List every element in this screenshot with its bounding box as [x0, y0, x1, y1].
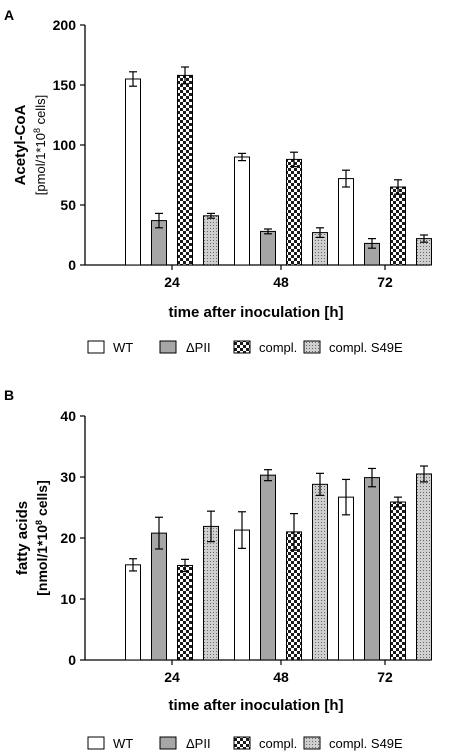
panel-a-ylabel-line1: Acetyl-CoA: [12, 104, 29, 185]
panel-b-bar-compl-s49e: [203, 525, 219, 661]
panel-a-bar-compl-s49e: [203, 215, 219, 266]
legend-b-wt-swatch: [87, 736, 105, 750]
panel-a-y-tick-label: 150: [53, 77, 77, 93]
panel-b-bar-wt: [338, 496, 354, 661]
panel-a-bar-wt: [234, 156, 250, 266]
legend-a-wt-label: WT: [113, 340, 133, 355]
panel-b-y-tick-label: 40: [60, 408, 76, 424]
legend-b-s49e-label: compl. S49E: [329, 736, 403, 751]
panel-a-bar-dpii: [260, 230, 276, 266]
panel-a-label: A: [4, 7, 14, 23]
panel-b-bar-dpii: [260, 474, 276, 661]
panel-a-y-tick-label: 50: [60, 197, 76, 213]
legend-a-dpii-swatch: [159, 340, 177, 354]
legend-b-dpii-swatch: [159, 736, 177, 750]
panel-b-x-tick-label: 48: [273, 669, 289, 685]
panel-a-bar-compl: [286, 158, 302, 266]
legend-b-compl-swatch: [233, 736, 251, 750]
panel-b-bar-wt: [234, 529, 250, 661]
panel-b-bar-compl: [390, 501, 406, 661]
panel-b-label: B: [4, 387, 14, 403]
panel-b-ylabel-line1: fatty acids: [14, 501, 31, 575]
legend-b-compl-label: compl.: [259, 736, 297, 751]
legend-b: WT ΔPII compl. compl. S49E: [87, 736, 403, 751]
panel-a-x-tick-label: 72: [377, 274, 393, 290]
legend-a-compl-swatch: [233, 340, 251, 354]
legend-a: WT ΔPII compl. compl. S49E: [87, 340, 403, 355]
panel-b-y-tick-label: 20: [60, 530, 76, 546]
panel-b-y-tick-label: 30: [60, 469, 76, 485]
panel-b-ylabel-unit-exp: 8: [34, 520, 44, 525]
panel-a-x-tick-label: 48: [273, 274, 289, 290]
panel-b-bar-compl: [286, 531, 302, 661]
panel-b-bar-compl-s49e: [312, 483, 328, 661]
panel-a-bar-wt: [125, 78, 141, 266]
chart-marks: 0 50 100 150 200 24 48 72 0 10 20 30 40 24 48 72: [53, 17, 432, 685]
panel-a-y-tick-label: 0: [68, 257, 76, 273]
panel-b-y-tick-label: 10: [60, 591, 76, 607]
legend-b-s49e-swatch: [303, 736, 321, 750]
legend-b-wt-label: WT: [113, 736, 133, 751]
panel-a-bar-wt: [338, 178, 354, 266]
panel-b-bar-compl: [177, 564, 193, 661]
panel-b-ylabel-unit-suffix: cells]: [34, 480, 50, 520]
panel-b-ylabel-line2: [nmol/1*108 cells]: [34, 480, 50, 596]
panel-a-ylabel-unit-suffix: cells]: [33, 95, 48, 128]
legend-a-dpii-label: ΔPII: [186, 340, 211, 355]
panel-b-bar-compl-s49e: [416, 473, 432, 661]
panel-a-ylabel-unit-exp: 8: [32, 128, 42, 133]
panel-b-bar-wt: [125, 564, 141, 661]
panel-b-x-tick-label: 72: [377, 669, 393, 685]
panel-b-bar-dpii: [151, 532, 167, 661]
legend-a-compl-label: compl.: [259, 340, 297, 355]
panel-a-xlabel: time after inoculation [h]: [168, 304, 343, 321]
panel-b-ylabel-unit-prefix: [nmol/1*10: [34, 525, 50, 596]
panel-a-y-tick-label: 200: [53, 17, 77, 33]
panel-a-x-tick-label: 24: [164, 274, 180, 290]
panel-b-x-tick-label: 24: [164, 669, 180, 685]
legend-a-s49e-swatch: [303, 340, 321, 354]
panel-a-bar-compl: [177, 74, 193, 266]
panel-b-xlabel: time after inoculation [h]: [168, 697, 343, 714]
panel-a-ylabel-line2: [pmol/1*108 cells]: [32, 95, 48, 195]
panel-a-bar-compl: [390, 186, 406, 266]
panel-a-ylabel-unit-prefix: [pmol/1*10: [33, 133, 48, 195]
panel-b-bar-dpii: [364, 477, 380, 661]
legend-a-s49e-label: compl. S49E: [329, 340, 403, 355]
legend-b-dpii-label: ΔPII: [186, 736, 211, 751]
panel-b-y-tick-label: 0: [68, 652, 76, 668]
legend-a-wt-swatch: [87, 340, 105, 354]
panel-a-y-tick-label: 100: [53, 137, 77, 153]
